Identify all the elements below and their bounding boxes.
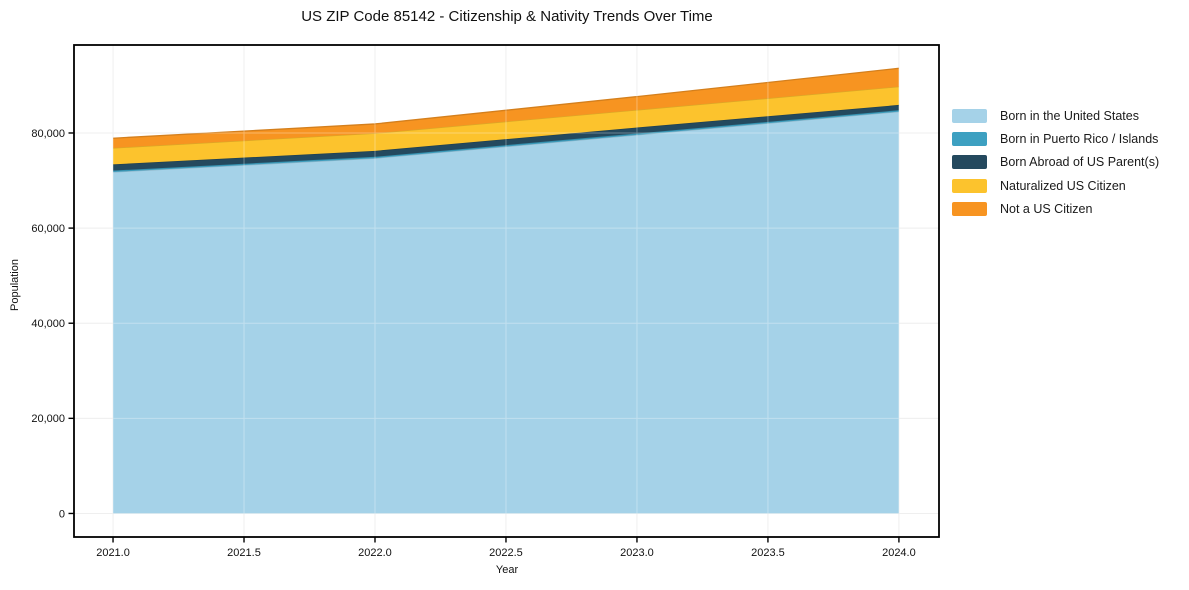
x-tick-label-2023.0: 2023.0 [620, 547, 654, 559]
x-tick-label-2023.5: 2023.5 [751, 547, 785, 559]
gridlines-overlay [74, 45, 939, 537]
area-edge-not-a-us-citizen [112, 67, 899, 139]
y-tick-label-0: 0 [59, 508, 65, 520]
y-tick-label-80,000: 80,000 [31, 128, 65, 140]
x-tick-label-2024.0: 2024.0 [882, 547, 916, 559]
x-axis-title: Year [495, 564, 519, 576]
legend-swatch-born-in-the-united-states [952, 108, 987, 123]
legend-item-born-in-the-united-states: Born in the United States [952, 104, 1159, 127]
legend-item-naturalized-us-citizen: Naturalized US Citizen [952, 174, 1159, 197]
legend-item-born-in-puerto-rico-islands: Born in Puerto Rico / Islands [952, 127, 1159, 150]
axis-ticks: 2021.0 2021.5 2022.0 2022.5 2023.0 2023.5 2024… [31, 128, 915, 559]
legend-label: Not a US Citizen [1000, 202, 1093, 217]
legend: Born in the United States Born in Puerto … [952, 104, 1159, 221]
x-tick-label-2022.5: 2022.5 [489, 547, 523, 559]
x-tick-label-2021.0: 2021.0 [96, 547, 130, 559]
x-tick-label-2021.5: 2021.5 [227, 547, 261, 559]
area-born-abroad-of-us-parent-s [113, 104, 899, 171]
legend-swatch-born-abroad-of-us-parent-s [952, 155, 987, 170]
y-axis-title: Population [9, 259, 21, 311]
legend-swatch-naturalized-us-citizen [952, 178, 987, 193]
y-tick-label-20,000: 20,000 [31, 413, 65, 425]
legend-label: Born in Puerto Rico / Islands [1000, 132, 1159, 147]
legend-swatch-born-in-puerto-rico-islands [952, 132, 987, 147]
legend-item-born-abroad-of-us-parent-s: Born Abroad of US Parent(s) [952, 151, 1159, 174]
y-tick-label-60,000: 60,000 [31, 223, 65, 235]
area-series [112, 67, 899, 514]
legend-label: Born in the United States [1000, 108, 1139, 123]
x-tick-label-2022.0: 2022.0 [358, 547, 392, 559]
y-tick-label-40,000: 40,000 [31, 318, 65, 330]
legend-item-not-a-us-citizen: Not a US Citizen [952, 198, 1159, 221]
legend-swatch-not-a-us-citizen [952, 202, 987, 217]
area-naturalized-us-citizen [113, 86, 899, 165]
legend-label: Naturalized US Citizen [1000, 178, 1126, 193]
legend-label: Born Abroad of US Parent(s) [1000, 155, 1160, 170]
chart-title: US ZIP Code 85142 - Citizenship & Nativi… [301, 8, 713, 25]
area-born-in-the-united-states [113, 111, 899, 514]
